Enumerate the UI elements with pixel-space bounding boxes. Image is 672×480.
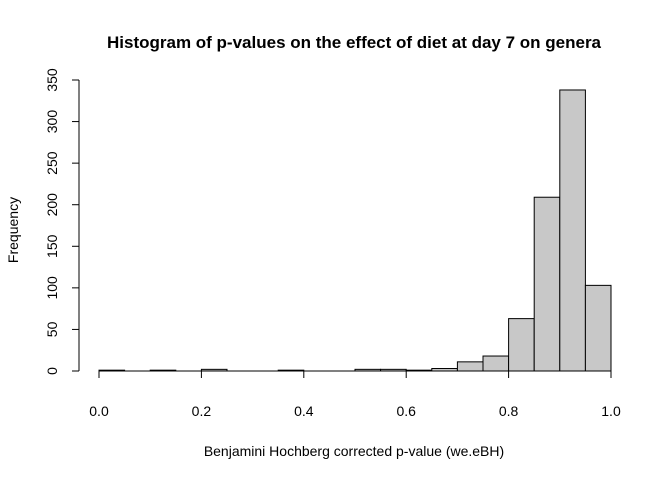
y-tick-label: 150 [44,234,60,258]
y-tick-label: 0 [44,367,60,375]
histogram-bar [533,196,561,372]
x-tick-label: 0.0 [89,403,109,419]
histogram-bar [456,361,484,372]
y-tick-label: 100 [44,276,60,300]
x-axis: 0.0 0.2 0.4 0.6 0.8 1.0 [89,370,621,419]
y-tick-label: 250 [44,151,60,175]
y-axis-label: Frequency [5,197,21,263]
y-tick-label: 350 [44,68,60,92]
histogram-bar [482,355,510,372]
x-axis-label: Benjamini Hochberg corrected p-value (we… [204,443,504,459]
x-tick-label: 0.8 [499,403,519,419]
y-tick-label: 50 [44,321,60,337]
y-tick-label: 300 [44,110,60,134]
histogram-bars [98,89,612,372]
histogram-bar [508,318,535,372]
histogram-bar [559,89,586,372]
x-tick-label: 0.2 [192,403,212,419]
x-tick-label: 0.4 [294,403,314,419]
histogram-bar [584,284,612,372]
chart-title: Histogram of p-values on the effect of d… [107,33,602,52]
y-tick-label: 200 [44,193,60,217]
x-tick-label: 0.6 [396,403,416,419]
y-axis: 0 50 100 150 200 250 300 350 [44,68,80,375]
x-tick-label: 1.0 [601,403,621,419]
